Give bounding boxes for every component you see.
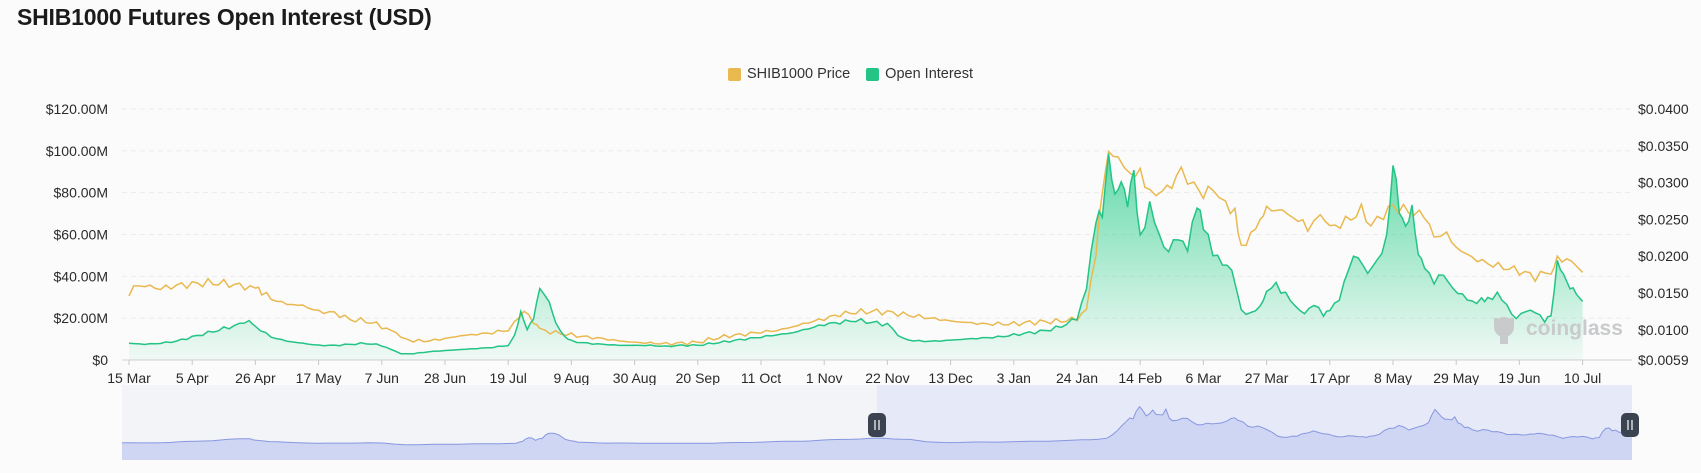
x-tick-label: 1 Nov	[806, 370, 843, 386]
navigator-handle-right[interactable]	[1621, 413, 1639, 437]
x-tick-label: 13 Dec	[928, 370, 972, 386]
x-tick-label: 24 Jan	[1056, 370, 1098, 386]
x-tick-label: 19 Jun	[1498, 370, 1540, 386]
x-tick-label: 15 Mar	[107, 370, 151, 386]
y-right-tick-label: $0.0150	[1638, 285, 1689, 301]
y-left-tick-label: $120.00M	[46, 101, 108, 117]
x-tick-label: 11 Oct	[741, 370, 781, 386]
navigator-line	[122, 405, 1633, 446]
open-interest-line	[128, 153, 1584, 355]
x-tick-label: 3 Jan	[997, 370, 1031, 386]
y-left-tick-label: $0	[92, 352, 108, 368]
x-tick-label: 8 May	[1374, 370, 1412, 386]
y-right-tick-label: $0.0350	[1638, 138, 1689, 154]
y-right-tick-label: $0.0100	[1638, 322, 1689, 338]
legend-swatch-price	[727, 67, 741, 81]
x-tick-label: 6 Mar	[1186, 370, 1222, 386]
navigator-area	[122, 406, 1632, 460]
range-navigator[interactable]	[122, 385, 1639, 460]
y-left-tick-label: $20.00M	[54, 310, 108, 326]
open-interest-area	[129, 153, 1583, 360]
legend-label-price: SHIB1000 Price	[746, 66, 851, 82]
y-left-tick-label: $40.00M	[54, 268, 108, 284]
chart-legend: SHIB1000 Price Open Interest	[0, 66, 1701, 85]
navigator-handle-left[interactable]	[868, 413, 886, 437]
coinglass-logo-icon	[1494, 317, 1514, 344]
x-tick-label: 5 Apr	[176, 370, 209, 386]
legend-label-open-interest: Open Interest	[885, 66, 974, 82]
x-tick-label: 10 Jul	[1564, 370, 1601, 386]
x-tick-label: 28 Jun	[424, 370, 466, 386]
x-tick-label: 30 Aug	[613, 370, 657, 386]
watermark: coinglass	[1494, 317, 1623, 344]
y-right-tick-label: $0.0200	[1638, 248, 1689, 264]
chart-title: SHIB1000 Futures Open Interest (USD)	[17, 4, 432, 30]
x-tick-label: 26 Apr	[235, 370, 276, 386]
y-right-tick-label: $0.0400	[1638, 101, 1689, 117]
y-right-tick-label: $0.0250	[1638, 211, 1689, 227]
x-tick-label: 29 May	[1433, 370, 1479, 386]
y-axis-right: $0.0059 $0.0100 $0.0150 $0.0200 $0.0250 $0.03…	[1638, 101, 1689, 368]
x-axis: 15 Mar 5 Apr 26 Apr 17 May 7 Jun 28 Jun 19 Jul…	[107, 359, 1632, 386]
y-right-tick-label: $0.0300	[1638, 175, 1689, 191]
legend-swatch-open-interest	[866, 67, 880, 81]
x-tick-label: 17 May	[296, 370, 342, 386]
x-tick-label: 22 Nov	[865, 370, 909, 386]
x-tick-label: 17 Apr	[1310, 370, 1351, 386]
price-line	[128, 149, 1584, 346]
y-axis-left: $0 $20.00M $40.00M $60.00M $80.00M $100.00M $1…	[46, 101, 108, 368]
x-tick-label: 14 Feb	[1118, 370, 1162, 386]
y-left-tick-label: $60.00M	[54, 227, 108, 243]
x-tick-label: 27 Mar	[1245, 370, 1289, 386]
y-right-tick-label: $0.0059	[1638, 352, 1689, 368]
x-tick-label: 19 Jul	[490, 370, 527, 386]
y-left-tick-label: $80.00M	[54, 185, 108, 201]
x-tick-label: 7 Jun	[365, 370, 399, 386]
legend-item-price[interactable]: SHIB1000 Price	[727, 66, 851, 82]
y-left-tick-label: $100.00M	[46, 143, 108, 159]
x-tick-label: 20 Sep	[676, 370, 721, 386]
x-tick-label: 9 Aug	[553, 370, 589, 386]
watermark-text: coinglass	[1526, 317, 1623, 340]
legend-item-open-interest[interactable]: Open Interest	[866, 66, 973, 82]
